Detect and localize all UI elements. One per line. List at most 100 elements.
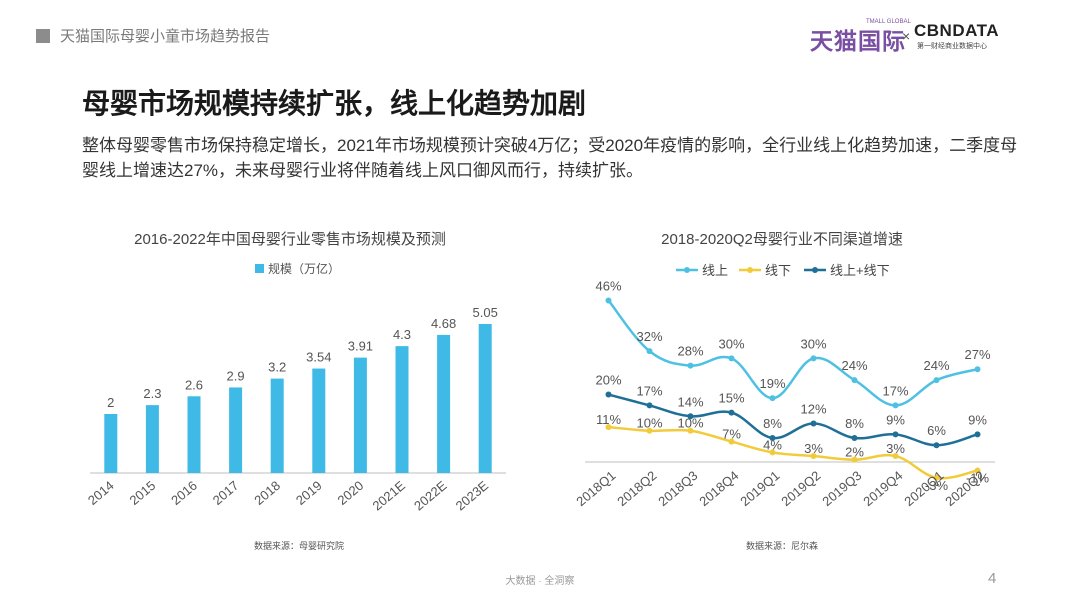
series-point-0 (769, 395, 776, 402)
series-label-2: 9% (886, 412, 905, 427)
bar-chart: 2016-2022年中国母婴行业零售市场规模及预测 规模（万亿） 2 2014 2.… (85, 231, 506, 551)
bar-2022E (437, 334, 451, 473)
series-point-1 (687, 427, 694, 434)
bar-value-label: 5.05 (473, 305, 498, 320)
series-label-0: 24% (841, 358, 867, 373)
series-point-1 (769, 449, 776, 456)
series-point-1 (728, 438, 735, 445)
series-label-1: -3% (925, 478, 949, 493)
bar-chart-title: 2016-2022年中国母婴行业零售市场规模及预测 (134, 231, 446, 248)
series-point-0 (646, 348, 653, 355)
page-number: 4 (988, 570, 997, 587)
series-point-0 (687, 362, 694, 369)
bar-2020 (353, 357, 367, 473)
series-label-2: 20% (595, 373, 621, 388)
bar-chart-source: 数据来源：母婴研究院 (254, 540, 344, 551)
series-label-1: 4% (763, 437, 782, 452)
series-label-0: 30% (718, 336, 744, 351)
bar-value-label: 2.3 (143, 386, 161, 401)
line-chart-title: 2018-2020Q2母婴行业不同渠道增速 (661, 231, 903, 248)
series-point-2 (769, 434, 776, 441)
bar-2015 (145, 405, 159, 473)
bar-legend-label: 规模（万亿） (268, 261, 340, 276)
series-point-1 (605, 424, 612, 431)
series-point-0 (605, 297, 612, 304)
line-category-label: 2018Q3 (655, 468, 700, 509)
series-point-1 (646, 427, 653, 434)
bar-category-label: 2014 (85, 478, 117, 508)
legend-label-1: 线下 (765, 263, 791, 278)
series-point-0 (974, 366, 981, 373)
bar-legend-swatch (255, 264, 264, 273)
series-point-1 (810, 453, 817, 460)
bar-category-label: 2015 (127, 478, 159, 508)
line-category-label: 2018Q2 (614, 468, 659, 509)
series-label-0: 19% (759, 376, 785, 391)
tmall-logo: 天猫国际 (810, 28, 906, 54)
series-label-1: 3% (804, 441, 823, 456)
series-label-0: 46% (595, 278, 621, 293)
series-point-0 (933, 377, 940, 384)
legend-marker-0 (684, 267, 690, 273)
series-label-1: -1% (966, 471, 990, 486)
report-title: 天猫国际母婴小童市场趋势报告 (60, 28, 271, 45)
series-label-1: 10% (677, 416, 703, 431)
line-category-label: 2019Q4 (860, 468, 905, 509)
bars-layer: 2 2014 2.3 2015 2.6 2016 2.9 2017 3.2 2018 3.54 201… (85, 305, 498, 513)
series-point-0 (728, 355, 735, 362)
footer-text: 大数据 · 全洞察 (505, 576, 575, 587)
legend-label-0: 线上 (702, 263, 728, 278)
series-point-0 (810, 355, 817, 362)
series-label-1: 3% (886, 441, 905, 456)
bar-category-label: 2021E (369, 478, 408, 514)
page-title: 母婴市场规模持续扩张，线上化趋势加剧 (82, 88, 587, 119)
bar-2017 (229, 387, 243, 473)
series-point-2 (605, 391, 612, 398)
series-label-2: 6% (927, 423, 946, 438)
legend-marker-2 (812, 267, 818, 273)
series-point-2 (974, 431, 981, 438)
series-label-2: 12% (800, 401, 826, 416)
header-marker (36, 29, 50, 43)
bar-value-label: 3.54 (306, 350, 331, 365)
series-point-2 (851, 434, 858, 441)
bar-value-label: 2.9 (227, 368, 245, 383)
bar-category-label: 2022E (411, 478, 450, 514)
series-point-2 (810, 420, 817, 427)
line-legend: 线上 线下 线上+线下 (676, 263, 890, 278)
series-label-2: 8% (763, 416, 782, 431)
line-chart-source: 数据来源：尼尔森 (746, 540, 818, 551)
bar-category-label: 2016 (168, 478, 200, 508)
bar-value-label: 3.91 (348, 339, 373, 354)
series-line-1 (608, 425, 978, 480)
bar-category-label: 2023E (453, 478, 492, 514)
series-point-1 (933, 474, 940, 481)
series-point-0 (851, 377, 858, 384)
series-label-2: 15% (718, 391, 744, 406)
series-label-2: 17% (636, 383, 662, 398)
bar-value-label: 3.2 (268, 360, 286, 375)
line-chart: 2018-2020Q2母婴行业不同渠道增速 线上 线下 线上+线下 46% 32% 28… (573, 231, 995, 551)
cbndata-logo-subtitle: 第一财经商业数据中心 (917, 43, 987, 50)
line-category-label: 2019Q3 (819, 468, 864, 509)
legend-label-2: 线上+线下 (830, 263, 890, 278)
series-point-2 (892, 431, 899, 438)
bar-category-label: 2020 (335, 478, 367, 508)
legend-marker-1 (747, 267, 753, 273)
bar-2016 (187, 396, 201, 473)
series-line-2 (608, 393, 978, 447)
tmall-logo-small: TMALL GLOBAL (866, 19, 911, 25)
bar-value-label: 2.6 (185, 377, 203, 392)
series-point-2 (646, 402, 653, 409)
line-category-label: 2019Q2 (778, 468, 823, 509)
logo-separator: × (902, 28, 911, 44)
series-label-1: 10% (636, 416, 662, 431)
series-label-0: 17% (882, 383, 908, 398)
series-label-0: 27% (964, 347, 990, 362)
bar-2023E (478, 324, 492, 473)
series-label-1: 2% (845, 445, 864, 460)
series-point-2 (687, 413, 694, 420)
series-label-1: 11% (596, 412, 621, 427)
series-point-2 (933, 442, 940, 449)
